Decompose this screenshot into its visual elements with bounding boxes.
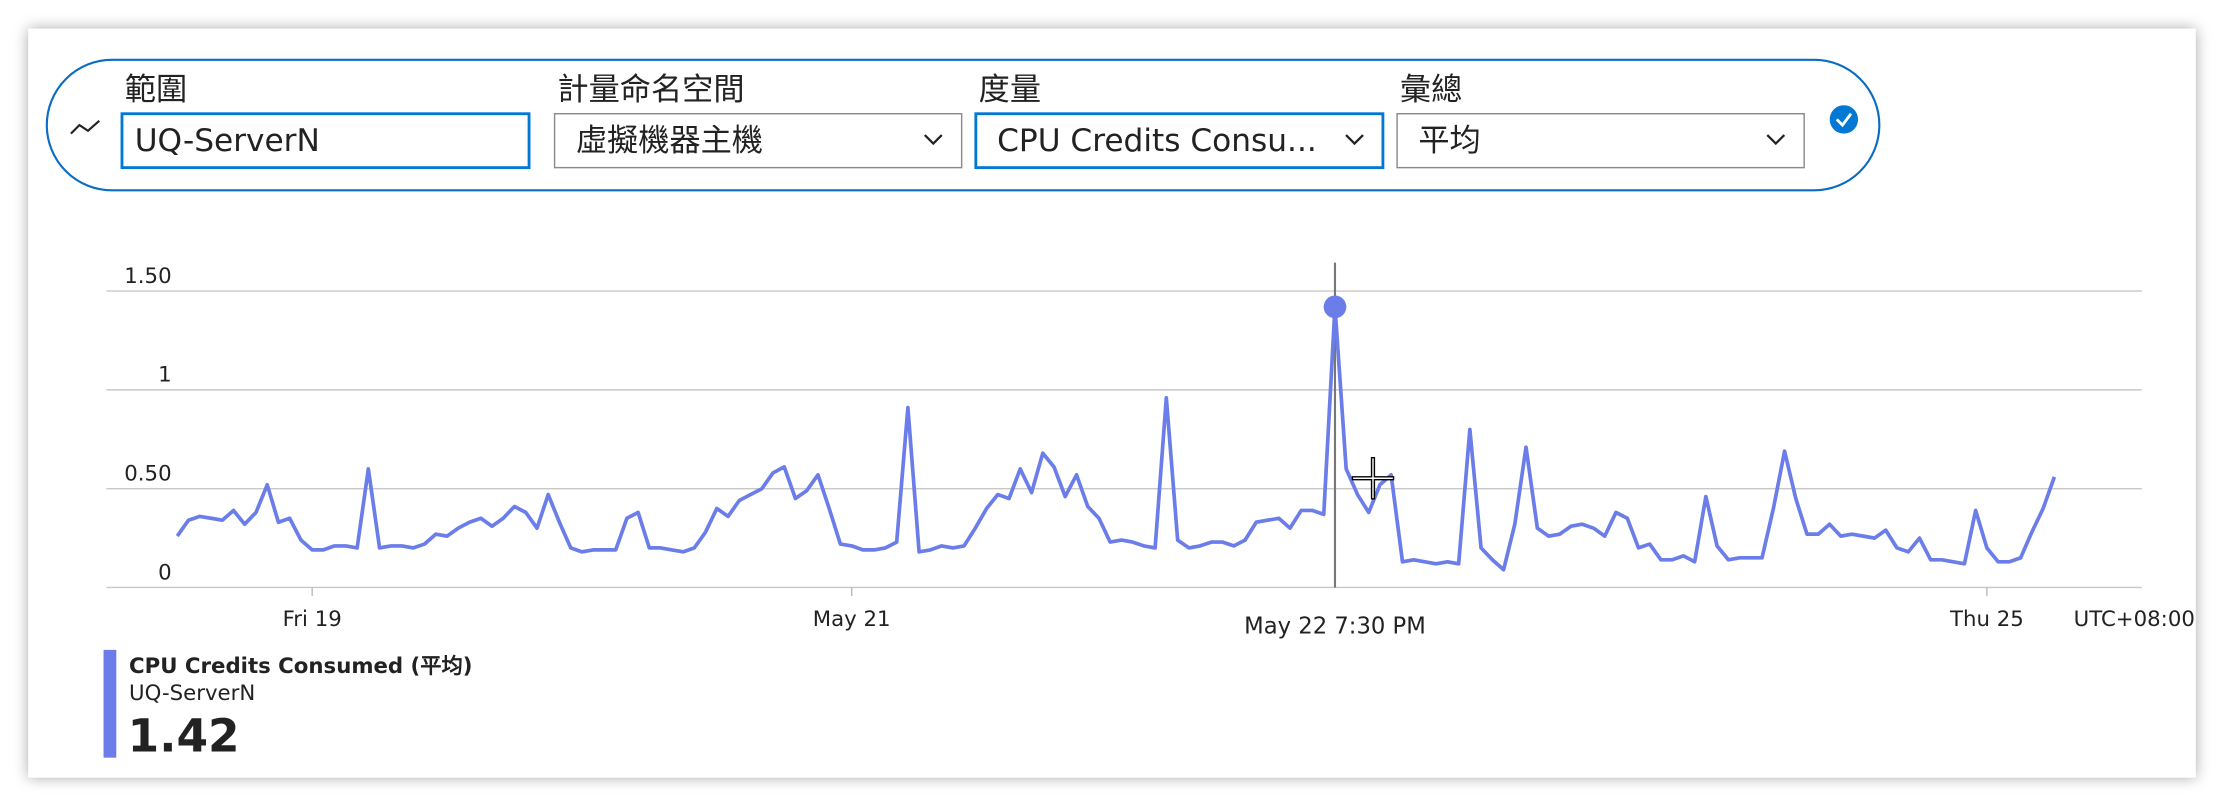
cursor-inner <box>1353 458 1393 499</box>
crosshair-label: May 22 7:30 PM <box>1244 614 1426 640</box>
y-tick-label: 1.50 <box>124 264 171 289</box>
legend-swatch <box>103 649 117 758</box>
field-box[interactable] <box>120 112 531 170</box>
field-value: UQ-ServerN <box>135 123 320 159</box>
field-box[interactable] <box>974 112 1385 170</box>
field-label: 度量 <box>979 72 1041 108</box>
y-tick-label: 0 <box>158 560 172 585</box>
chevron <box>923 134 943 146</box>
field-label: 範圍 <box>125 72 187 108</box>
y-tick-label: 1 <box>158 363 172 388</box>
legend-value: 1.42 <box>128 710 240 763</box>
chevron <box>1766 134 1786 146</box>
series-line <box>175 305 2057 572</box>
field-label: 彙總 <box>1400 72 1462 108</box>
field-value: 平均 <box>1418 123 1480 159</box>
timezone: UTC+08:00 <box>2074 607 2195 632</box>
field-value: 虛擬機器主機 <box>576 123 763 159</box>
x-tick-label: Fri 19 <box>283 607 342 632</box>
chevron <box>1345 134 1364 146</box>
legend-name: CPU Credits Consumed (平均) <box>129 653 472 679</box>
field-box[interactable] <box>1396 113 1805 169</box>
confirm-button[interactable] <box>1829 105 1859 134</box>
y-tick-label: 0.50 <box>124 461 171 486</box>
check <box>1835 112 1853 128</box>
x-tick-label: May 21 <box>813 607 891 632</box>
field-value: CPU Credits Consu... <box>997 123 1317 159</box>
field-label: 計量命名空間 <box>557 72 744 108</box>
x-tick-label: Thu 25 <box>1949 607 2024 632</box>
field-box[interactable] <box>553 113 963 169</box>
hover-point <box>1323 295 1347 319</box>
legend-resource: UQ-ServerN <box>129 681 255 706</box>
metric-icon <box>70 120 100 135</box>
